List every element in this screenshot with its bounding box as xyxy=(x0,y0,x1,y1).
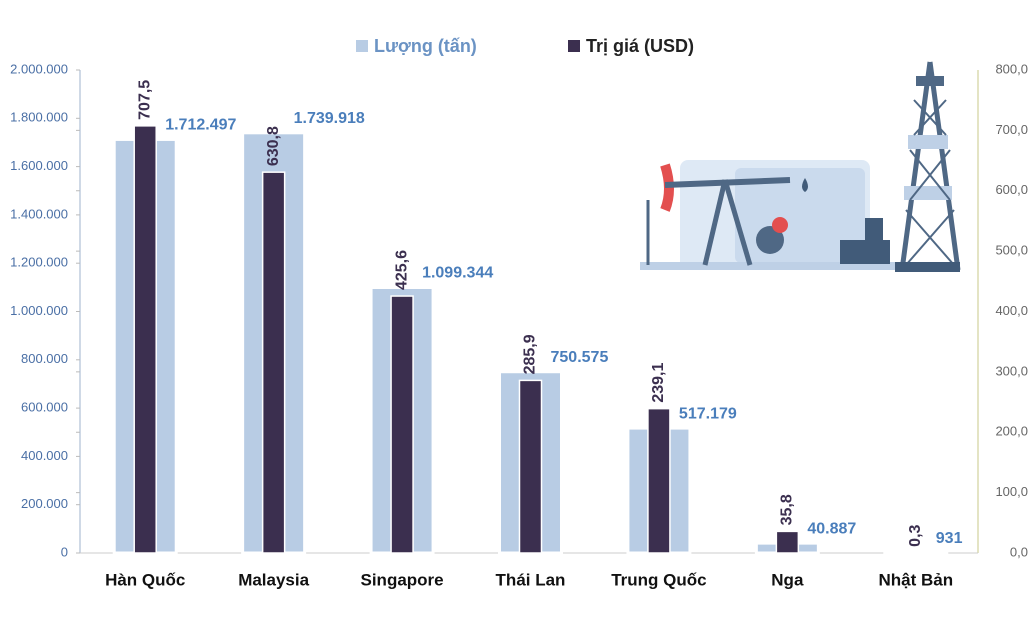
y2-tick-label: 700,0 xyxy=(995,122,1028,137)
y2-tick-label: 100,0 xyxy=(995,484,1028,499)
y-tick-label: 1.000.000 xyxy=(10,303,68,318)
y2-tick-label: 500,0 xyxy=(995,243,1028,258)
bar xyxy=(261,171,286,554)
y-tick-label: 1.400.000 xyxy=(10,206,68,221)
value-label: 425,6 xyxy=(393,250,410,290)
value-label: 35,8 xyxy=(779,494,796,525)
y-tick-label: 800.000 xyxy=(21,351,68,366)
y-tick-label: 1.600.000 xyxy=(10,158,68,173)
y-tick-label: 1.200.000 xyxy=(10,255,68,270)
value-label: 1.712.497 xyxy=(165,117,236,134)
value-label: 931 xyxy=(936,530,963,547)
y-tick-label: 200.000 xyxy=(21,496,68,511)
legend-swatch xyxy=(568,40,580,52)
x-tick-label: Thái Lan xyxy=(496,570,566,589)
x-tick-label: Nga xyxy=(771,570,804,589)
illustration xyxy=(640,61,961,272)
value-label: 750.575 xyxy=(551,349,609,366)
y-tick-label: 1.800.000 xyxy=(10,110,68,125)
y2-tick-label: 0,0 xyxy=(1010,544,1028,559)
y-tick-label: 0 xyxy=(61,544,68,559)
value-label: 517.179 xyxy=(679,405,737,422)
bar xyxy=(133,125,157,554)
y-tick-label: 2.000.000 xyxy=(10,61,68,76)
legend-label: Lượng (tấn) xyxy=(374,36,477,56)
bar xyxy=(647,407,671,554)
bar xyxy=(390,295,414,554)
value-label: 1.099.344 xyxy=(422,265,493,282)
legend-label: Trị giá (USD) xyxy=(586,36,694,56)
y-tick-label: 600.000 xyxy=(21,400,68,415)
y-tick-label: 400.000 xyxy=(21,448,68,463)
x-tick-label: Nhật Bản xyxy=(878,570,953,589)
value-label: 1.739.918 xyxy=(294,110,365,127)
x-tick-label: Malaysia xyxy=(238,570,309,589)
value-label: 707,5 xyxy=(136,80,153,120)
value-label: 0,3 xyxy=(907,524,924,546)
x-tick-label: Hàn Quốc xyxy=(105,570,185,589)
bar xyxy=(518,379,543,554)
y2-tick-label: 300,0 xyxy=(995,363,1028,378)
x-tick-label: Trung Quốc xyxy=(611,570,706,589)
legend-swatch xyxy=(356,40,368,52)
bar xyxy=(775,530,800,554)
y2-tick-label: 800,0 xyxy=(995,61,1028,76)
y2-tick-label: 400,0 xyxy=(995,303,1028,318)
y2-tick-label: 200,0 xyxy=(995,424,1028,439)
x-tick-label: Singapore xyxy=(361,570,444,589)
value-label: 630,8 xyxy=(265,126,282,166)
value-label: 40.887 xyxy=(807,520,856,537)
value-label: 239,1 xyxy=(650,363,667,403)
value-label: 285,9 xyxy=(522,334,539,374)
y2-tick-label: 600,0 xyxy=(995,182,1028,197)
